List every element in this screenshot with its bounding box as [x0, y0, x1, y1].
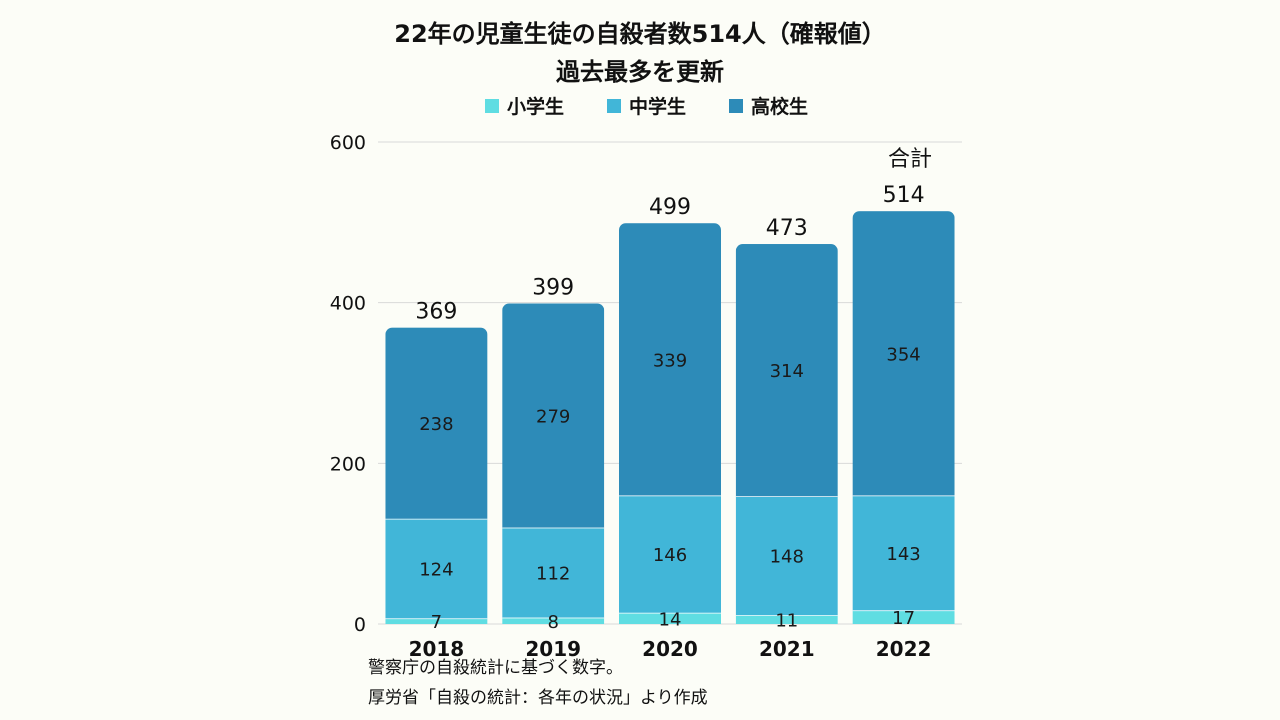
segment-label-2022-1: 143 — [886, 544, 920, 565]
legend-label-high-school: 高校生 — [751, 95, 808, 118]
legend-label-elementary: 小学生 — [507, 95, 564, 118]
legend-swatch-junior-high — [607, 99, 621, 113]
total-label-2019: 399 — [532, 275, 574, 300]
segment-label-2022-2: 354 — [886, 344, 920, 365]
x-tick-label-2022: 2022 — [876, 637, 932, 661]
legend-swatch-high-school — [729, 99, 743, 113]
segment-label-2018-0: 7 — [431, 612, 442, 633]
segment-label-2021-0: 11 — [775, 611, 798, 632]
y-tick-label-400: 400 — [330, 293, 366, 315]
y-tick-label-600: 600 — [330, 132, 366, 154]
bar-segment-2021-2 — [735, 244, 838, 497]
y-axis-ticks: 0 200 400 600 — [330, 132, 366, 636]
x-tick-label-2021: 2021 — [759, 637, 815, 661]
y-tick-label-200: 200 — [330, 453, 366, 475]
total-label-2022: 514 — [883, 183, 925, 208]
segment-label-2020-1: 146 — [653, 545, 687, 566]
bars: 7 124 238 369 8 112 279 399 14 146 339 499 11 148 314 4… — [385, 183, 955, 633]
bar-segment-2018-0 — [385, 618, 488, 624]
bar-segment-2022-0 — [852, 610, 955, 624]
x-axis-ticks: 2018 2019 2020 2021 2022 — [409, 637, 932, 661]
bar-segment-2019-0 — [502, 617, 605, 624]
segment-label-2019-1: 112 — [536, 564, 570, 585]
segment-label-2019-2: 279 — [536, 407, 570, 428]
bar-segment-2019-2 — [502, 303, 605, 528]
bar-segment-2021-1 — [735, 496, 838, 616]
bar-segment-2022-2 — [852, 211, 955, 496]
bar-segment-2020-1 — [619, 495, 721, 613]
bar-segment-2020-2 — [619, 223, 721, 496]
bar-stack-2021: 11 148 314 473 — [735, 216, 838, 632]
segment-label-2020-2: 339 — [653, 350, 687, 371]
bar-segment-2022-1 — [852, 495, 955, 611]
bar-segment-2021-0 — [735, 615, 838, 624]
segment-label-2020-0: 14 — [659, 609, 682, 630]
legend-label-junior-high: 中学生 — [629, 95, 686, 118]
x-tick-label-2018: 2018 — [409, 637, 465, 661]
bar-stack-2018: 7 124 238 369 — [385, 300, 488, 633]
bar-segments-2020 — [619, 223, 721, 624]
bar-segment-2018-2 — [385, 327, 488, 519]
source-note-1: 警察庁の自殺統計に基づく数字。 — [368, 658, 623, 678]
bar-segments-2019 — [502, 303, 605, 624]
legend-swatch-elementary — [485, 99, 499, 113]
segment-label-2022-0: 17 — [892, 608, 915, 629]
total-label-2018: 369 — [415, 300, 457, 325]
segment-label-2018-2: 238 — [419, 414, 453, 435]
x-tick-label-2020: 2020 — [642, 637, 698, 661]
bar-stack-2020: 14 146 339 499 — [619, 195, 721, 630]
chart-title-line-1: 22年の児童生徒の自殺者数514人（確報値） — [394, 20, 886, 48]
bar-stack-2019: 8 112 279 399 — [502, 275, 605, 633]
source-note-2: 厚労省「自殺の統計：各年の状況」より作成 — [368, 688, 708, 708]
bar-stack-2022: 17 143 354 514 — [852, 183, 955, 629]
bar-segment-2020-0 — [619, 612, 721, 624]
chart-title-line-2: 過去最多を更新 — [556, 58, 724, 86]
bar-segments-2021 — [735, 244, 838, 624]
segment-label-2018-1: 124 — [419, 560, 453, 581]
segment-label-2021-1: 148 — [770, 547, 804, 568]
total-label-2020: 499 — [649, 195, 691, 220]
x-tick-label-2019: 2019 — [525, 637, 581, 661]
bar-segments-2018 — [385, 327, 488, 624]
bar-segment-2019-1 — [502, 527, 605, 618]
segment-label-2021-2: 314 — [770, 361, 804, 382]
y-tick-label-0: 0 — [354, 614, 366, 636]
bar-segment-2018-1 — [385, 518, 488, 619]
total-annotation: 合計 — [888, 147, 932, 172]
legend: 小学生 中学生 高校生 — [485, 95, 808, 118]
bar-segments-2022 — [852, 211, 955, 624]
segment-label-2019-0: 8 — [547, 612, 558, 633]
total-label-2021: 473 — [766, 216, 808, 241]
